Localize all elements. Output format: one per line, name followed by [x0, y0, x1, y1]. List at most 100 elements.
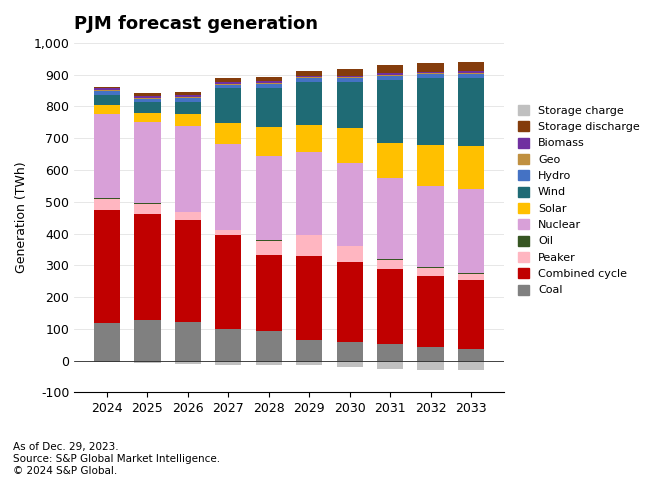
Bar — [417, 268, 444, 276]
Bar — [215, 82, 242, 84]
Bar — [337, 128, 363, 163]
Legend: Storage charge, Storage discharge, Biomass, Geo, Hydro, Wind, Solar, Nuclear, Oi: Storage charge, Storage discharge, Bioma… — [513, 100, 644, 300]
Bar — [337, 77, 363, 78]
Bar — [337, 78, 363, 82]
Bar — [255, 81, 282, 83]
Bar — [94, 210, 120, 323]
Bar — [296, 361, 322, 366]
Bar — [377, 74, 403, 75]
Bar — [215, 123, 242, 144]
Bar — [458, 78, 484, 146]
Bar — [296, 76, 322, 77]
Bar — [337, 246, 363, 262]
Bar — [175, 114, 201, 126]
Bar — [377, 344, 403, 361]
Bar — [337, 342, 363, 361]
Bar — [134, 113, 160, 122]
Bar — [417, 186, 444, 267]
Bar — [134, 203, 160, 204]
Bar — [337, 82, 363, 128]
Bar — [255, 240, 282, 241]
Bar — [255, 361, 282, 366]
Bar — [458, 189, 484, 273]
Bar — [215, 78, 242, 82]
Bar — [296, 82, 322, 125]
Bar — [175, 126, 201, 212]
Bar — [296, 152, 322, 235]
Bar — [134, 98, 160, 102]
Bar — [94, 87, 120, 88]
Bar — [417, 348, 444, 361]
Bar — [296, 77, 322, 78]
Bar — [255, 76, 282, 81]
Bar — [94, 198, 120, 199]
Bar — [175, 92, 201, 95]
Bar — [255, 83, 282, 84]
Text: As of Dec. 29, 2023.
Source: S&P Global Market Intelligence.
© 2024 S&P Global.: As of Dec. 29, 2023. Source: S&P Global … — [13, 443, 220, 476]
Bar — [134, 93, 160, 96]
Bar — [417, 75, 444, 78]
Bar — [337, 262, 363, 342]
Bar — [458, 72, 484, 73]
Bar — [215, 84, 242, 85]
Bar — [175, 322, 201, 361]
Bar — [377, 270, 403, 344]
Bar — [337, 361, 363, 367]
Bar — [94, 95, 120, 105]
Text: PJM forecast generation: PJM forecast generation — [75, 15, 318, 33]
Bar — [175, 98, 201, 102]
Bar — [134, 204, 160, 214]
Bar — [175, 95, 201, 97]
Bar — [134, 320, 160, 361]
Bar — [337, 69, 363, 76]
Bar — [175, 212, 201, 220]
Bar — [134, 214, 160, 320]
Bar — [296, 256, 322, 340]
Bar — [417, 63, 444, 72]
Bar — [94, 323, 120, 361]
Bar — [94, 88, 120, 90]
Bar — [296, 125, 322, 152]
Bar — [417, 72, 444, 74]
Bar — [337, 163, 363, 246]
Bar — [175, 220, 201, 322]
Bar — [255, 241, 282, 255]
Bar — [417, 78, 444, 145]
Bar — [215, 85, 242, 88]
Bar — [94, 91, 120, 95]
Y-axis label: Generation (TWh): Generation (TWh) — [15, 162, 28, 273]
Bar — [296, 340, 322, 361]
Bar — [377, 260, 403, 270]
Bar — [175, 361, 201, 364]
Bar — [458, 274, 484, 280]
Bar — [215, 230, 242, 235]
Bar — [296, 235, 322, 256]
Bar — [134, 122, 160, 203]
Bar — [458, 361, 484, 370]
Bar — [458, 74, 484, 78]
Bar — [94, 199, 120, 210]
Bar — [215, 88, 242, 123]
Bar — [175, 97, 201, 98]
Bar — [458, 280, 484, 348]
Bar — [134, 96, 160, 98]
Bar — [458, 146, 484, 189]
Bar — [255, 331, 282, 361]
Bar — [377, 361, 403, 369]
Bar — [417, 267, 444, 268]
Bar — [255, 84, 282, 87]
Bar — [94, 105, 120, 114]
Bar — [134, 361, 160, 363]
Bar — [377, 178, 403, 260]
Bar — [458, 273, 484, 274]
Bar — [337, 76, 363, 77]
Bar — [215, 235, 242, 329]
Bar — [458, 348, 484, 361]
Bar — [255, 255, 282, 331]
Bar — [377, 80, 403, 143]
Bar — [417, 361, 444, 369]
Bar — [296, 71, 322, 76]
Bar — [377, 76, 403, 80]
Bar — [377, 75, 403, 76]
Bar — [296, 78, 322, 82]
